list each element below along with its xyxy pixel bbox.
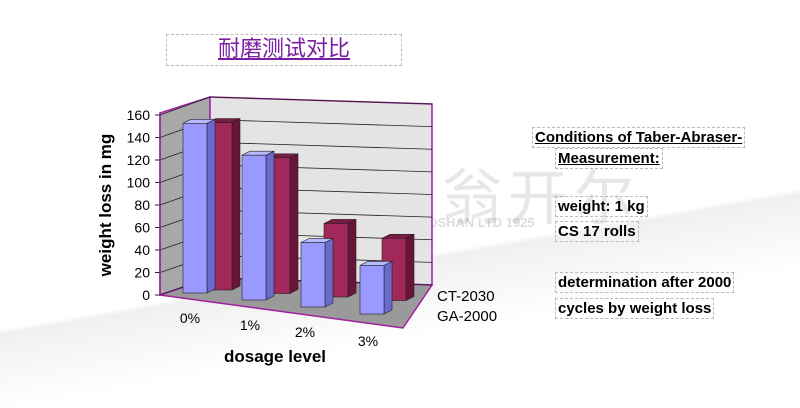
- x-axis-label: dosage level: [224, 347, 326, 366]
- bar: [359, 265, 385, 315]
- x-tick-label: 0%: [180, 310, 200, 326]
- legend-entry: GA-2000: [437, 308, 497, 325]
- page-title: 耐磨测试对比: [166, 34, 402, 66]
- bar-side: [324, 238, 334, 308]
- bar-side: [405, 233, 415, 301]
- y-tick-label: 120: [127, 152, 151, 168]
- bar-side: [231, 118, 241, 291]
- bar-side: [289, 153, 299, 294]
- bar: [300, 242, 326, 308]
- bar: [241, 154, 267, 301]
- x-tick-label: 2%: [295, 324, 315, 340]
- y-axis-label: weight loss in mg: [96, 134, 115, 278]
- x-tick-label: 3%: [358, 333, 378, 349]
- condition-rolls: CS 17 rolls: [555, 221, 639, 242]
- y-tick-label: 0: [142, 287, 150, 303]
- y-tick-label: 20: [134, 264, 150, 280]
- bar-side: [347, 218, 357, 298]
- x-tick-label: 1%: [240, 317, 260, 333]
- y-tick-label: 60: [134, 219, 150, 235]
- bar-side: [383, 260, 393, 315]
- y-tick-label: 140: [127, 129, 151, 145]
- conditions-heading-1: Conditions of Taber-Abraser-: [532, 127, 746, 148]
- y-tick-label: 160: [127, 107, 151, 123]
- bar: [182, 123, 208, 294]
- condition-weight: weight: 1 kg: [555, 196, 648, 217]
- condition-determination: determination after 2000: [555, 272, 735, 293]
- condition-cycles: cycles by weight loss: [555, 298, 715, 319]
- y-tick-label: 80: [134, 197, 150, 213]
- legend-entry: CT-2030: [437, 288, 495, 305]
- y-tick-label: 100: [127, 174, 151, 190]
- bar-side: [206, 118, 216, 294]
- y-tick-label: 40: [134, 242, 150, 258]
- gridline: [159, 96, 433, 116]
- bar-side: [265, 150, 275, 301]
- conditions-heading-2: Measurement:: [555, 148, 663, 169]
